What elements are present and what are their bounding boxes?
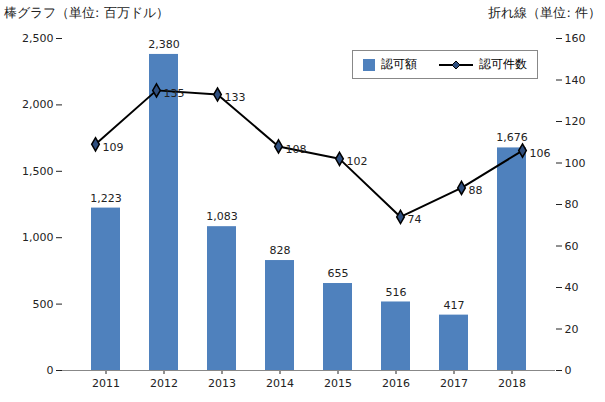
svg-text:655: 655 xyxy=(328,267,349,280)
svg-text:102: 102 xyxy=(347,155,368,168)
svg-text:108: 108 xyxy=(286,143,307,156)
svg-text:120: 120 xyxy=(565,115,586,128)
svg-text:2013: 2013 xyxy=(208,377,236,390)
html-text:認可件数: 認可件数 xyxy=(479,57,527,71)
svg-text:828: 828 xyxy=(270,244,291,257)
svg-text:60: 60 xyxy=(565,240,579,253)
svg-text:1,500: 1,500 xyxy=(22,165,54,178)
svg-text:2012: 2012 xyxy=(150,377,178,390)
svg-text:133: 133 xyxy=(225,91,246,104)
svg-text:1,223: 1,223 xyxy=(90,192,122,205)
svg-text:88: 88 xyxy=(469,184,483,197)
svg-text:500: 500 xyxy=(33,298,54,311)
svg-text:2014: 2014 xyxy=(266,377,294,390)
svg-text:40: 40 xyxy=(565,281,579,294)
svg-text:0: 0 xyxy=(47,364,54,377)
html-text:折れ線（単位: 件）: 折れ線（単位: 件） xyxy=(488,5,601,20)
svg-text:140: 140 xyxy=(565,74,586,87)
svg-text:20: 20 xyxy=(565,323,579,336)
svg-text:2,000: 2,000 xyxy=(22,98,54,111)
svg-text:417: 417 xyxy=(444,299,465,312)
svg-text:135: 135 xyxy=(164,87,185,100)
svg-text:2011: 2011 xyxy=(92,377,120,390)
svg-text:2017: 2017 xyxy=(440,377,468,390)
svg-text:2,500: 2,500 xyxy=(22,32,54,45)
svg-text:1,000: 1,000 xyxy=(22,231,54,244)
svg-text:74: 74 xyxy=(408,213,422,226)
html-text:認可額: 認可額 xyxy=(381,57,417,71)
svg-text:1,676: 1,676 xyxy=(496,131,528,144)
svg-text:0: 0 xyxy=(565,364,572,377)
html-text:棒グラフ（単位: 百万ドル）: 棒グラフ（単位: 百万ドル） xyxy=(4,5,169,20)
svg-text:1,083: 1,083 xyxy=(206,210,238,223)
svg-text:80: 80 xyxy=(565,198,579,211)
svg-text:109: 109 xyxy=(103,141,124,154)
svg-text:2016: 2016 xyxy=(382,377,410,390)
svg-text:516: 516 xyxy=(386,285,407,298)
svg-text:100: 100 xyxy=(565,157,586,170)
svg-text:2,380: 2,380 xyxy=(148,38,180,51)
svg-text:160: 160 xyxy=(565,32,586,45)
svg-text:2015: 2015 xyxy=(324,377,352,390)
svg-text:2018: 2018 xyxy=(498,377,526,390)
svg-text:106: 106 xyxy=(530,147,551,160)
